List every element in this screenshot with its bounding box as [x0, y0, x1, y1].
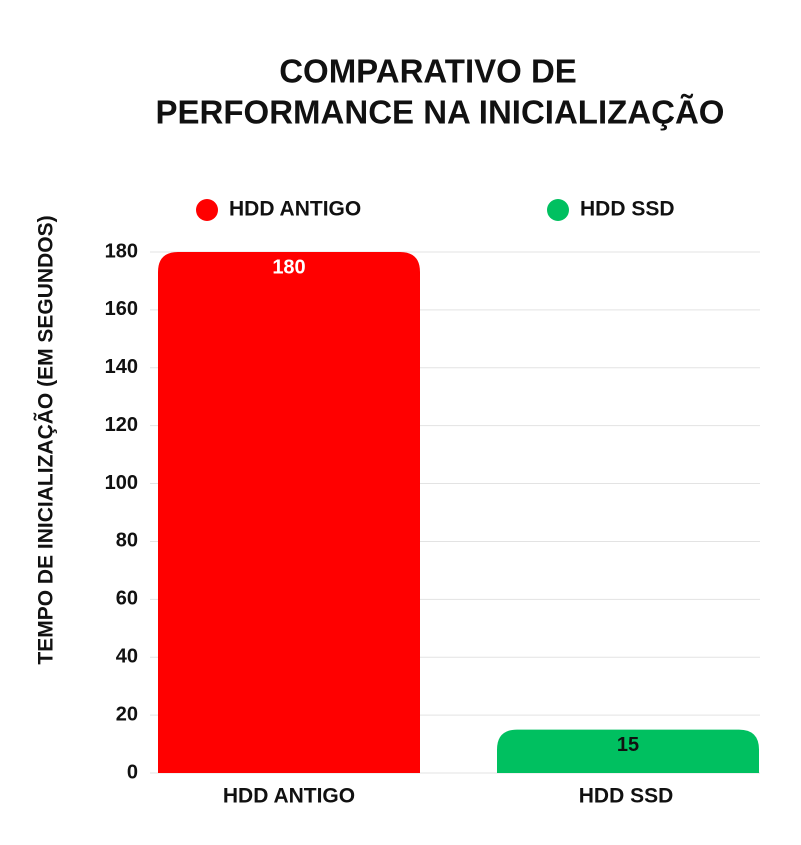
chart-title: COMPARATIVO DE — [279, 53, 577, 90]
y-tick-label: 60 — [116, 588, 138, 610]
y-tick-label: 120 — [105, 414, 138, 436]
y-tick-label: 80 — [116, 530, 138, 552]
legend-marker — [547, 199, 569, 221]
y-tick-label: 160 — [105, 298, 138, 320]
chart-title: PERFORMANCE NA INICIALIZAÇÃO — [156, 94, 725, 131]
bar — [497, 729, 759, 773]
y-tick-label: 180 — [105, 240, 138, 262]
legend-marker — [196, 199, 218, 221]
y-tick-label: 100 — [105, 472, 138, 494]
value-label: 15 — [617, 734, 639, 756]
y-tick-label: 0 — [127, 761, 138, 783]
y-axis-label: TEMPO DE INICIALIZAÇÃO (EM SEGUNDOS) — [35, 215, 58, 664]
legend-label: HDD ANTIGO — [229, 198, 361, 221]
y-tick-label: 140 — [105, 356, 138, 378]
y-tick-label: 40 — [116, 646, 138, 668]
value-label: 180 — [272, 256, 305, 278]
x-tick-label: HDD SSD — [579, 785, 674, 808]
x-tick-label: HDD ANTIGO — [223, 785, 355, 808]
legend-label: HDD SSD — [580, 198, 675, 221]
bar — [158, 252, 420, 773]
y-tick-label: 20 — [116, 703, 138, 725]
